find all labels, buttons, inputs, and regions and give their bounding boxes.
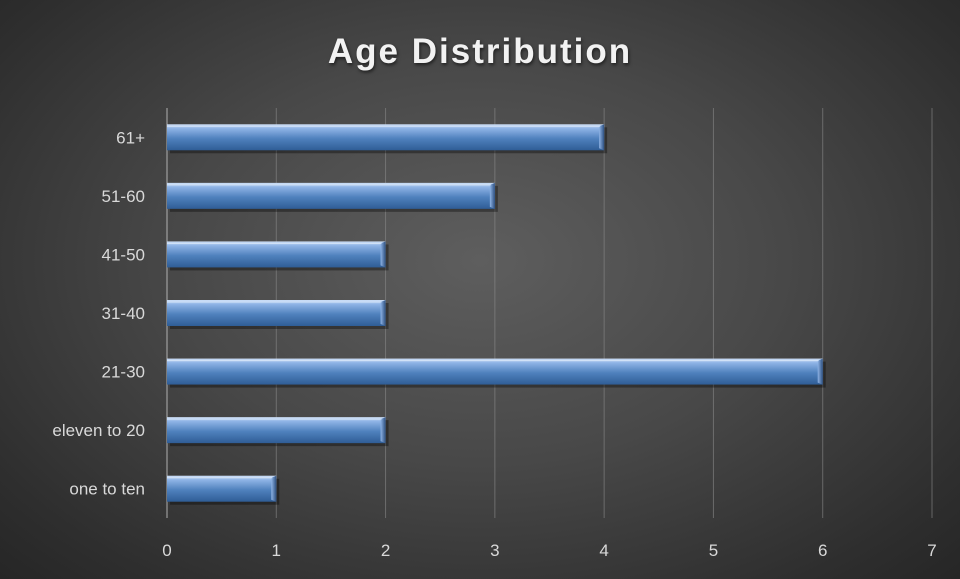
category-label: 41-50	[102, 245, 145, 264]
category-label: 31-40	[102, 304, 145, 323]
x-tick-label: 7	[927, 541, 936, 560]
category-label: one to ten	[69, 480, 145, 499]
bar	[167, 182, 498, 212]
category-label: eleven to 20	[52, 421, 145, 440]
x-tick-label: 3	[490, 541, 499, 560]
bar	[167, 475, 280, 505]
bar	[167, 300, 389, 329]
x-tick-label: 2	[381, 541, 390, 560]
chart-title: Age Distribution	[327, 32, 633, 71]
bar-end-cap	[489, 182, 495, 209]
bar	[167, 124, 608, 154]
bar	[167, 417, 389, 447]
x-tick-label: 6	[818, 541, 827, 560]
bar-body	[167, 358, 823, 385]
x-tick-label: 5	[709, 541, 718, 560]
x-tick-label: 4	[599, 541, 608, 560]
x-tick-label: 1	[272, 541, 281, 560]
bar-end-cap	[380, 300, 386, 326]
category-label: 61+	[116, 128, 145, 147]
bar	[167, 241, 389, 271]
bar-body	[167, 182, 495, 209]
bar-body	[167, 417, 386, 444]
bar-end-cap	[271, 475, 277, 502]
bar-end-cap	[599, 124, 605, 151]
bar-body	[167, 300, 386, 326]
bar	[167, 358, 826, 388]
bar-end-cap	[817, 358, 823, 385]
bar-end-cap	[380, 241, 386, 268]
category-label: 51-60	[102, 187, 145, 206]
category-label: 21-30	[102, 363, 145, 382]
bar-end-cap	[380, 417, 386, 444]
bar-body	[167, 241, 386, 268]
x-tick-label: 0	[162, 541, 171, 560]
bar-body	[167, 124, 605, 151]
bar-body	[167, 475, 277, 502]
